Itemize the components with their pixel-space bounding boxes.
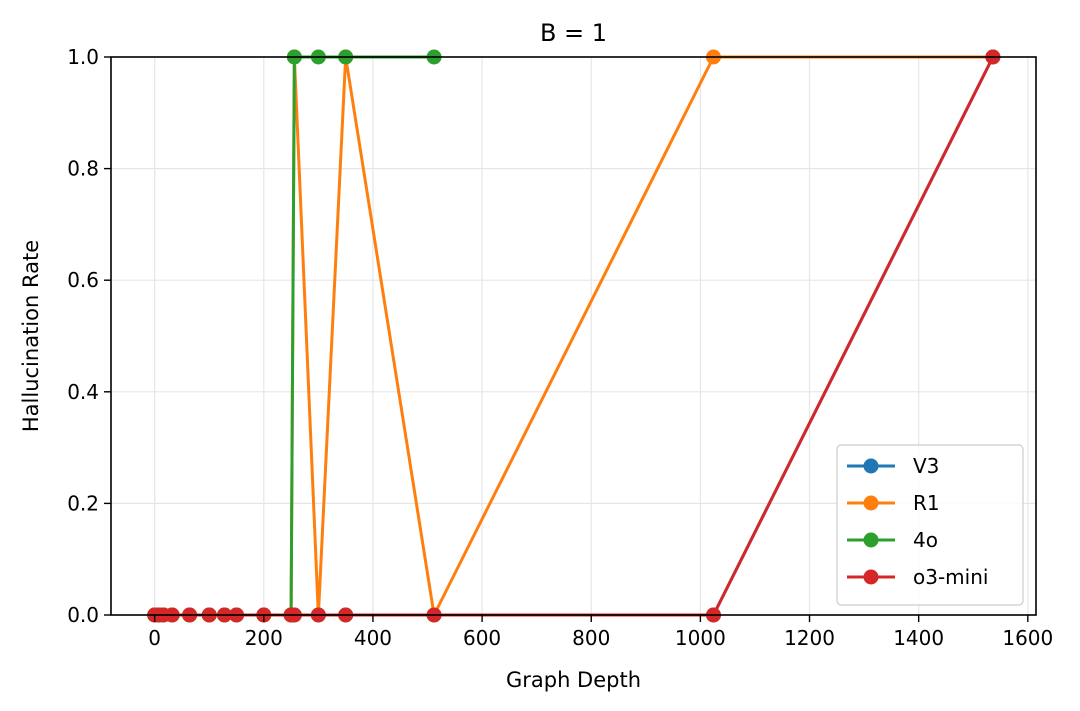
- x-tick-label: 600: [463, 626, 501, 650]
- x-tick-label: 1400: [893, 626, 944, 650]
- chart-title: B = 1: [540, 19, 607, 47]
- legend-label: 4o: [913, 528, 938, 552]
- x-tick-label: 1000: [675, 626, 726, 650]
- y-tick-label: 0.4: [67, 380, 99, 404]
- y-tick-label: 1.0: [67, 45, 99, 69]
- x-axis-label: Graph Depth: [506, 668, 641, 692]
- y-axis-label: Hallucination Rate: [19, 240, 43, 432]
- legend-item: R1: [847, 491, 940, 515]
- y-tick-label: 0.6: [67, 268, 99, 292]
- legend-swatch-marker: [863, 569, 879, 585]
- y-tick-label: 0.0: [67, 603, 99, 627]
- legend-swatch-marker: [863, 532, 879, 548]
- legend-label: V3: [913, 454, 939, 478]
- x-tick-label: 1600: [1002, 626, 1053, 650]
- axis-ticks: 0 200 400 600 800 1000 1200 1400 1600 0.0 0.2 0.4 0.…: [67, 45, 1053, 650]
- x-tick-label: 400: [354, 626, 392, 650]
- legend-item: o3-mini: [847, 565, 988, 589]
- legend-item: V3: [847, 454, 939, 478]
- x-tick-label: 800: [572, 626, 610, 650]
- plot-frame: [110, 56, 1037, 616]
- x-tick-label: 0: [148, 626, 161, 650]
- x-tick-label: 1200: [784, 626, 835, 650]
- legend-item: 4o: [847, 528, 938, 552]
- legend-swatch-marker: [863, 495, 879, 511]
- y-tick-label: 0.2: [67, 491, 99, 515]
- legend-swatch-marker: [863, 458, 879, 474]
- y-tick-label: 0.8: [67, 157, 99, 181]
- legend: V3 R1 4o o3-mini: [836, 444, 1024, 606]
- legend-label: o3-mini: [913, 565, 988, 589]
- legend-box: [836, 444, 1024, 606]
- legend-label: R1: [913, 491, 940, 515]
- x-tick-label: 200: [245, 626, 283, 650]
